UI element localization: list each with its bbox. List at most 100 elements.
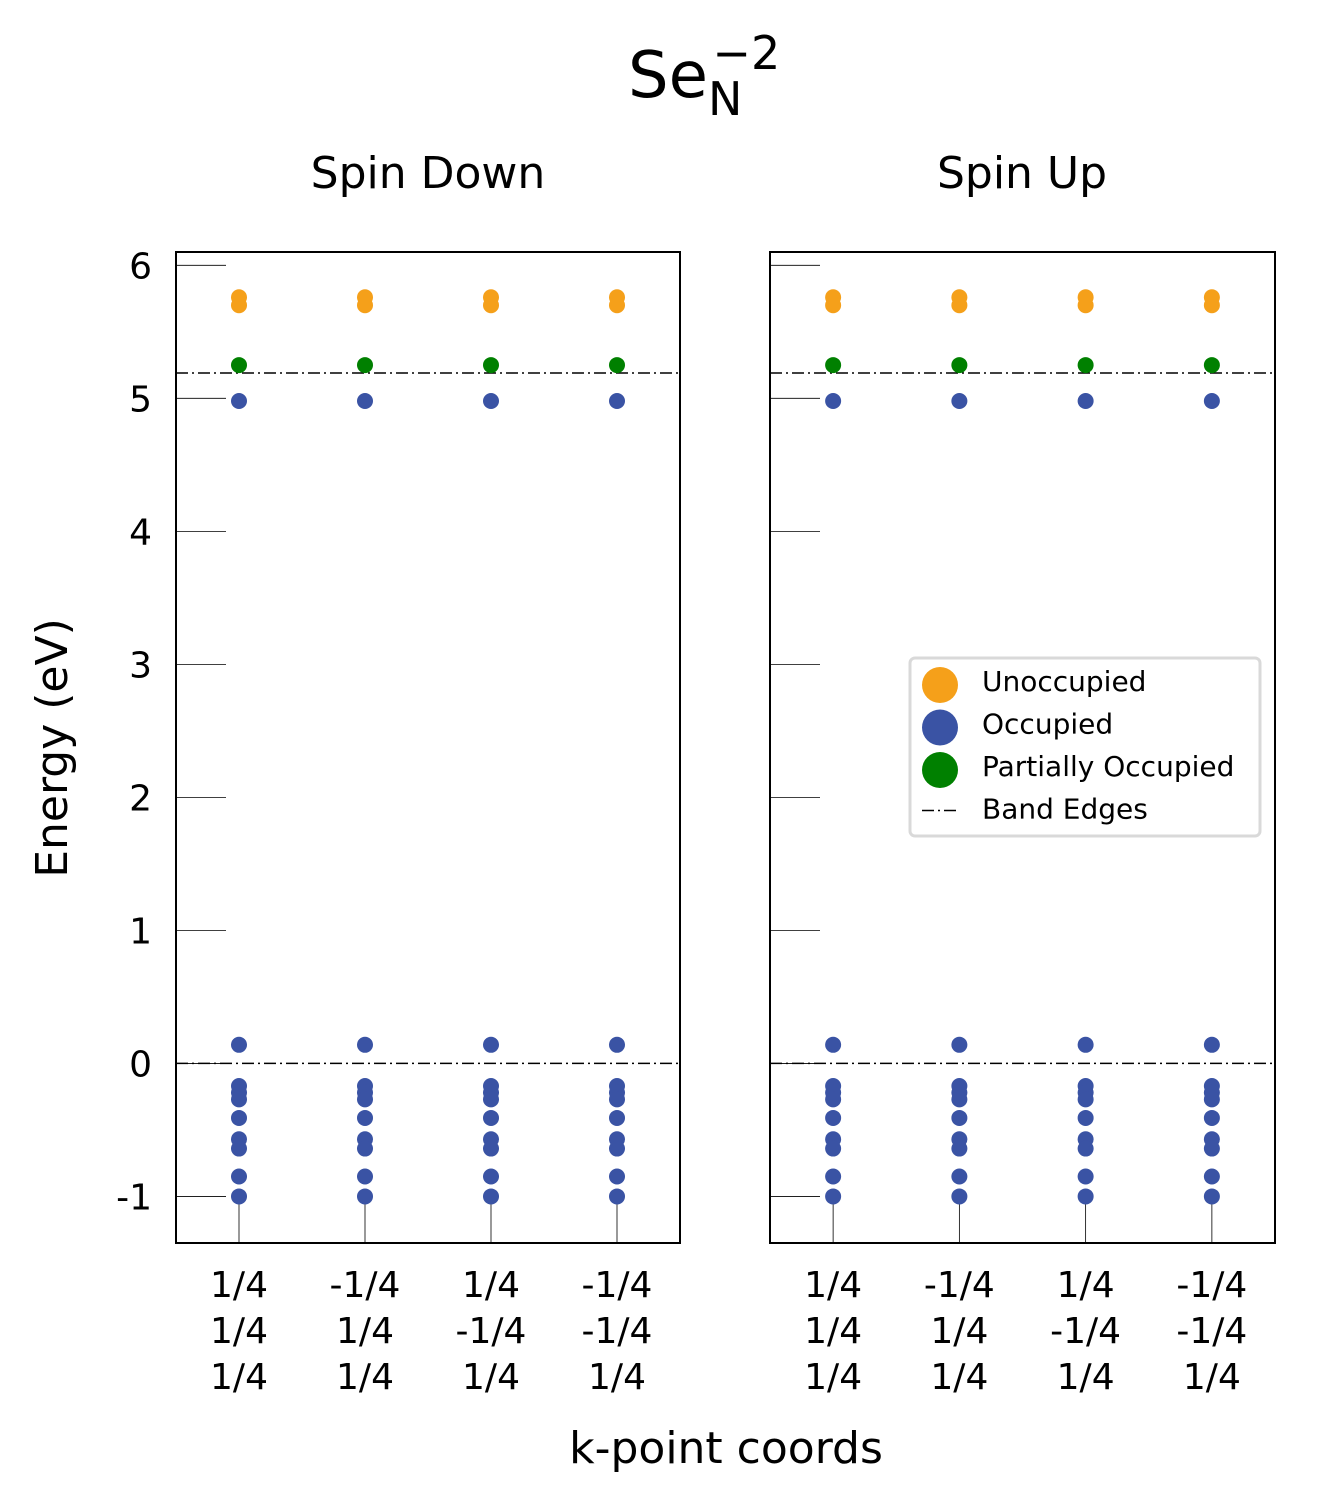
point-occupied [1203, 1109, 1220, 1126]
point-occupied [825, 1091, 842, 1108]
x-tick-label: -1/4 [456, 1311, 527, 1352]
point-unoccupied [357, 297, 373, 314]
point-occupied [231, 1168, 247, 1185]
point-occupied [357, 1168, 373, 1185]
legend-label: Partially Occupied [982, 750, 1234, 783]
point-occupied [483, 1109, 499, 1126]
point-occupied [483, 1168, 499, 1185]
x-tick-label: 1/4 [210, 1311, 268, 1352]
panel-title-spin-down: Spin Down [311, 148, 546, 199]
point-unoccupied [1077, 297, 1094, 314]
legend-marker [922, 667, 958, 703]
x-tick-label: 1/4 [462, 1265, 520, 1306]
legend-label: Occupied [982, 708, 1113, 741]
point-occupied [357, 1140, 373, 1157]
point-occupied [1203, 1168, 1220, 1185]
point-occupied [609, 1140, 625, 1157]
point-occupied [951, 1140, 968, 1157]
point-occupied [357, 1036, 373, 1053]
point-occupied [483, 1036, 499, 1053]
x-tick-label: -1/4 [1176, 1265, 1247, 1306]
point-occupied [1203, 1036, 1220, 1053]
x-tick-label: 1/4 [336, 1311, 394, 1352]
point-occupied [825, 1036, 842, 1053]
chart-title: SeN−2 [628, 26, 780, 126]
x-tick-label: 1/4 [804, 1265, 862, 1306]
point-occupied [1077, 1188, 1094, 1205]
point-occupied [483, 392, 499, 409]
x-tick-label: 1/4 [804, 1311, 862, 1352]
point-partially-occupied [1203, 357, 1220, 374]
x-tick-label: -1/4 [330, 1265, 401, 1306]
point-occupied [609, 392, 625, 409]
y-tick-label: 3 [129, 645, 152, 686]
y-tick-label: -1 [116, 1177, 152, 1218]
plot-frame [769, 251, 1276, 1244]
point-occupied [1203, 1091, 1220, 1108]
chart-title-sup: −2 [712, 26, 780, 80]
legend-label: Band Edges [982, 793, 1148, 826]
point-occupied [951, 392, 968, 409]
point-occupied [357, 1109, 373, 1126]
chart-title-base: Se [628, 39, 708, 113]
point-occupied [609, 1168, 625, 1185]
point-occupied [231, 1091, 247, 1108]
x-tick-label: 1/4 [588, 1357, 646, 1398]
panel-title-spin-up: Spin Up [937, 148, 1107, 199]
point-occupied [1077, 1140, 1094, 1157]
point-occupied [1077, 1109, 1094, 1126]
point-occupied [1203, 392, 1220, 409]
point-occupied [1077, 392, 1094, 409]
point-occupied [609, 1109, 625, 1126]
x-tick-label: 1/4 [462, 1357, 520, 1398]
point-unoccupied [825, 297, 842, 314]
point-occupied [231, 1109, 247, 1126]
point-occupied [1077, 1036, 1094, 1053]
point-occupied [1077, 1168, 1094, 1185]
legend-box [908, 656, 1262, 838]
point-occupied [231, 1036, 247, 1053]
x-tick-label: -1/4 [924, 1265, 995, 1306]
y-tick-label: 6 [129, 246, 152, 287]
point-occupied [951, 1109, 968, 1126]
y-tick-label: 1 [129, 911, 152, 952]
point-partially-occupied [1077, 357, 1094, 374]
point-occupied [231, 392, 247, 409]
x-tick-label: 1/4 [1057, 1265, 1115, 1306]
point-occupied [1077, 1091, 1094, 1108]
x-tick-label: 1/4 [210, 1265, 268, 1306]
x-tick-label: 1/4 [930, 1357, 988, 1398]
point-occupied [825, 1140, 842, 1157]
plot-frame [175, 251, 681, 1244]
point-occupied [825, 1188, 842, 1205]
point-occupied [357, 392, 373, 409]
x-tick-label: 1/4 [336, 1357, 394, 1398]
point-occupied [609, 1188, 625, 1205]
x-tick-label: -1/4 [1050, 1311, 1121, 1352]
y-tick-label: 4 [129, 512, 152, 553]
x-tick-label: 1/4 [1057, 1357, 1115, 1398]
point-partially-occupied [357, 357, 373, 374]
x-tick-label: -1/4 [582, 1265, 653, 1306]
x-axis-label: k-point coords [569, 1423, 883, 1474]
panel-spin-up: 1/4 1/4 1/4 -1/4 1/4 1/4 1/4 -1/4 1/4 -1/4 -1/4 1/4 [769, 251, 1276, 1398]
point-partially-occupied [609, 357, 625, 374]
point-occupied [951, 1091, 968, 1108]
x-tick-label: -1/4 [582, 1311, 653, 1352]
point-occupied [1203, 1188, 1220, 1205]
point-occupied [357, 1188, 373, 1205]
point-partially-occupied [483, 357, 499, 374]
point-unoccupied [231, 297, 247, 314]
y-tick-label: 2 [129, 778, 152, 819]
point-occupied [483, 1140, 499, 1157]
point-unoccupied [609, 297, 625, 314]
y-tick-label: 0 [129, 1044, 152, 1085]
x-tick-label: 1/4 [1183, 1357, 1241, 1398]
legend-marker [922, 709, 958, 746]
point-occupied [609, 1091, 625, 1108]
point-occupied [609, 1036, 625, 1053]
x-tick-label: -1/4 [1176, 1311, 1247, 1352]
legend-label: Unoccupied [982, 665, 1146, 698]
panel-spin-down: -1 0 1 2 3 4 5 6 1/4 1/4 1/4 -1/4 1/4 1/4 1/4 -1/4 1/4 -1… [116, 246, 681, 1398]
y-tick-label: 5 [129, 379, 152, 420]
